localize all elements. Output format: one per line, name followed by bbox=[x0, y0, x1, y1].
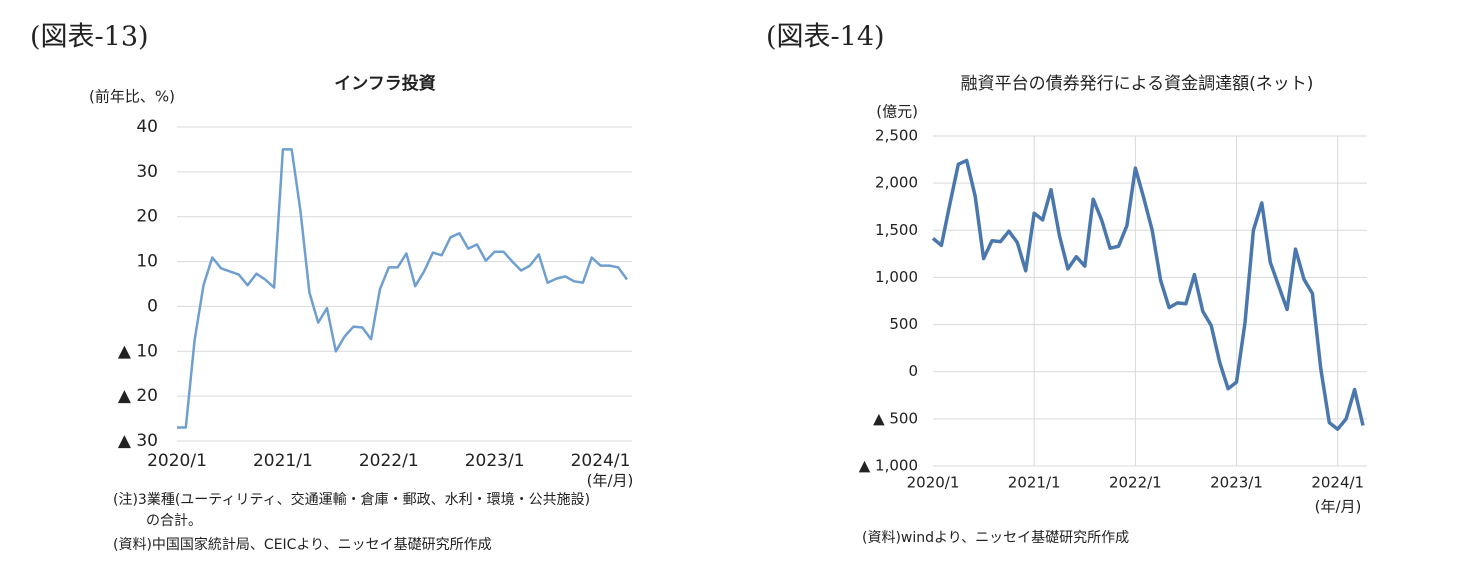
y-tick-label: 1,000 bbox=[875, 268, 918, 286]
x-unit: (年/月) bbox=[587, 472, 634, 490]
y-tick-label: 0 bbox=[908, 362, 918, 380]
chart-title: 融資平台の債券発行による資金調達額(ネット) bbox=[961, 74, 1314, 94]
y-tick-label: 2,000 bbox=[875, 174, 918, 192]
y-tick-label: 1,500 bbox=[875, 221, 918, 239]
series-line bbox=[177, 148, 629, 429]
x-tick-label: 2024/1 bbox=[571, 451, 631, 471]
x-tick-label: 2020/1 bbox=[907, 474, 960, 492]
x-tick-label: 2024/1 bbox=[1311, 474, 1364, 492]
y-tick-label: 2,500 bbox=[875, 127, 918, 145]
y-tick-label: ▲ 30 bbox=[118, 431, 158, 451]
chart-title: インフラ投資 bbox=[334, 73, 436, 94]
y-unit: (前年比、%) bbox=[89, 88, 175, 106]
y-tick-label: 10 bbox=[136, 252, 158, 272]
note: の合計。 bbox=[146, 513, 202, 529]
x-tick-label: 2023/1 bbox=[1210, 474, 1263, 492]
figure-label: (図表-14) bbox=[766, 22, 885, 53]
y-tick-label: ▲ 20 bbox=[118, 386, 158, 406]
x-tick-label: 2022/1 bbox=[1109, 474, 1162, 492]
x-tick-label: 2023/1 bbox=[465, 451, 525, 471]
y-tick-label: ▲ 1,000 bbox=[859, 457, 918, 475]
y-tick-label: ▲ 500 bbox=[873, 409, 918, 427]
x-unit: (年/月) bbox=[1315, 498, 1362, 516]
figure-label: (図表-13) bbox=[30, 22, 149, 53]
y-tick-label: 20 bbox=[136, 207, 158, 227]
x-tick-label: 2020/1 bbox=[147, 451, 207, 471]
x-tick-label: 2022/1 bbox=[359, 451, 419, 471]
y-tick-label: 0 bbox=[147, 296, 158, 316]
series-line bbox=[931, 158, 1365, 431]
x-tick-label: 2021/1 bbox=[253, 451, 313, 471]
note: (資料)windより、ニッセイ基礎研究所作成 bbox=[862, 529, 1129, 546]
x-tick-label: 2021/1 bbox=[1008, 474, 1061, 492]
note: (資料)中国国家統計局、CEICより、ニッセイ基礎研究所作成 bbox=[113, 536, 492, 553]
note: (注)3業種(ユーティリティ、交通運輸・倉庫・郵政、水利・環境・公共施設) bbox=[113, 491, 590, 508]
y-unit: (億元) bbox=[876, 103, 918, 121]
y-tick-label: 500 bbox=[889, 315, 918, 333]
y-tick-label: 40 bbox=[136, 117, 158, 137]
y-tick-label: ▲ 10 bbox=[118, 341, 158, 361]
y-tick-label: 30 bbox=[136, 162, 158, 182]
